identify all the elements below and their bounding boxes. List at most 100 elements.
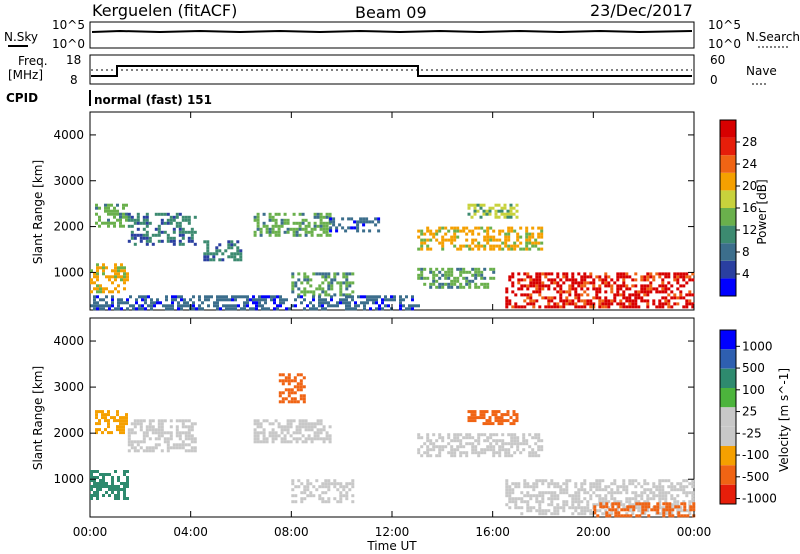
data-cell — [620, 508, 624, 512]
data-cell — [465, 433, 469, 437]
data-cell — [520, 287, 524, 291]
data-cell — [535, 497, 539, 501]
data-cell — [640, 290, 644, 294]
data-cell — [556, 509, 560, 513]
data-cell — [467, 419, 471, 423]
data-cell — [492, 445, 496, 449]
data-cell — [312, 290, 316, 294]
colorbar-tick-label: -1000 — [742, 492, 777, 506]
data-cell — [169, 215, 173, 219]
data-cell — [667, 281, 671, 285]
data-cell — [652, 482, 656, 486]
data-cell — [384, 298, 387, 302]
data-cell — [471, 238, 475, 242]
data-cell — [120, 263, 123, 267]
data-cell — [661, 284, 665, 288]
data-cell — [644, 502, 648, 506]
data-cell — [670, 296, 674, 300]
data-cell — [117, 272, 120, 276]
data-cell — [589, 305, 593, 309]
data-cell — [277, 227, 281, 231]
data-cell — [483, 238, 487, 242]
data-cell — [471, 241, 475, 245]
data-cell — [321, 304, 324, 308]
data-cell — [531, 436, 535, 440]
data-cell — [616, 488, 620, 492]
data-cell — [444, 282, 448, 286]
data-cell — [683, 505, 687, 509]
data-cell — [562, 509, 566, 513]
data-cell — [483, 229, 487, 233]
data-cell — [216, 295, 219, 299]
data-cell — [119, 419, 122, 423]
data-cell — [492, 238, 496, 242]
data-cell — [171, 301, 174, 305]
data-cell — [523, 500, 527, 504]
data-cell — [512, 413, 516, 417]
data-cell — [547, 491, 551, 495]
data-cell — [130, 443, 134, 447]
data-cell — [529, 275, 533, 279]
data-cell — [619, 500, 623, 504]
data-cell — [414, 304, 417, 308]
data-cell — [336, 304, 339, 308]
data-cell — [393, 298, 396, 302]
data-cell — [482, 410, 486, 414]
data-cell — [116, 203, 119, 207]
data-cell — [426, 439, 430, 443]
data-cell — [285, 298, 288, 302]
data-cell — [278, 391, 282, 395]
data-cell — [166, 212, 170, 216]
data-cell — [126, 272, 129, 276]
data-cell — [607, 506, 611, 510]
data-cell — [486, 238, 490, 242]
data-cell — [540, 241, 544, 245]
data-cell — [168, 307, 171, 311]
data-cell — [142, 434, 146, 438]
data-cell — [664, 479, 668, 483]
data-cell — [187, 449, 191, 453]
data-cell — [525, 439, 529, 443]
data-cell — [301, 212, 305, 216]
data-cell — [255, 307, 258, 311]
data-cell — [459, 282, 463, 286]
data-cell — [163, 419, 167, 423]
data-cell — [507, 451, 511, 455]
data-cell — [276, 295, 279, 299]
data-cell — [310, 440, 314, 444]
data-cell — [426, 247, 430, 251]
colorbar-tick-label: 500 — [742, 361, 765, 375]
data-cell — [130, 422, 134, 426]
data-cell — [586, 500, 590, 504]
data-cell — [351, 479, 355, 483]
data-cell — [604, 497, 608, 501]
data-cell — [470, 419, 474, 423]
data-cell — [243, 304, 246, 308]
data-cell — [447, 442, 451, 446]
data-cell — [163, 440, 167, 444]
data-cell — [304, 230, 308, 234]
data-cell — [477, 232, 481, 236]
data-cell — [535, 479, 539, 483]
data-cell — [668, 508, 672, 512]
data-cell — [90, 304, 93, 308]
data-cell — [393, 295, 396, 299]
data-cell — [589, 275, 593, 279]
data-cell — [181, 236, 185, 240]
data-cell — [286, 428, 290, 432]
data-cell — [105, 301, 108, 305]
data-cell — [184, 437, 188, 441]
data-cell — [637, 482, 641, 486]
data-cell — [435, 232, 439, 236]
data-cell — [151, 419, 155, 423]
data-cell — [547, 509, 551, 513]
data-cell — [345, 482, 349, 486]
data-cell — [125, 215, 128, 219]
data-cell — [634, 497, 638, 501]
data-cell — [262, 419, 266, 423]
data-cell — [125, 422, 128, 426]
data-cell — [601, 305, 605, 309]
data-cell — [465, 232, 469, 236]
data-cell — [580, 509, 584, 513]
